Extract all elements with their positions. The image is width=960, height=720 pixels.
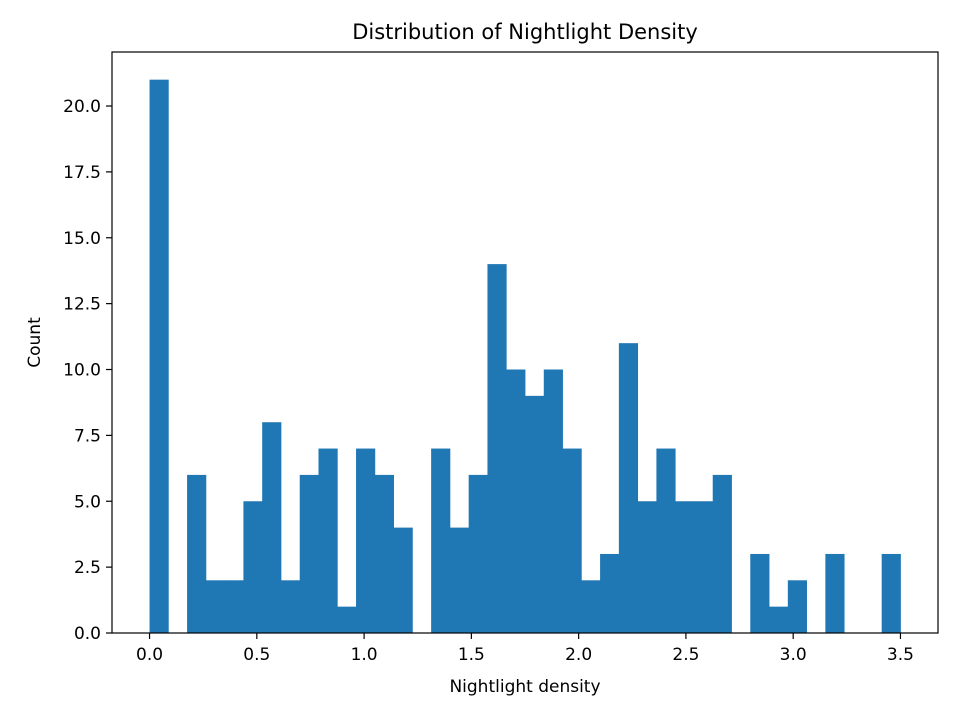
histogram-bar: [506, 369, 526, 633]
plot-frame: [111, 51, 939, 634]
histogram-bar: [750, 553, 770, 633]
histogram-bar: [618, 343, 639, 633]
x-tick-label: 2.5: [672, 645, 699, 665]
y-tick-label: 15.0: [63, 229, 101, 249]
histogram-bar: [374, 474, 394, 633]
x-tick-label: 1.0: [351, 645, 378, 665]
histogram-bar: [675, 501, 695, 633]
x-tick-label: 2.0: [565, 645, 592, 665]
x-tick-label: 0.0: [136, 645, 163, 665]
y-tick-label: 0.0: [74, 624, 101, 644]
histogram-bars: [149, 79, 901, 633]
histogram-bar: [468, 474, 488, 633]
y-tick-label: 2.5: [74, 558, 101, 578]
histogram-bar: [562, 448, 582, 633]
histogram-bar: [224, 580, 244, 633]
histogram-bar: [881, 553, 901, 633]
y-tick-label: 10.0: [63, 361, 101, 381]
y-axis-ticks: 0.0 2.5 5.0 7.5 10.0 12.5 15.0 17.5 20.0: [63, 97, 112, 644]
x-tick-label: 3.0: [780, 645, 807, 665]
histogram-bar: [262, 422, 282, 633]
y-tick-label: 12.5: [63, 295, 101, 315]
y-tick-label: 17.5: [63, 163, 101, 183]
histogram-bar: [637, 501, 657, 633]
histogram-bar: [205, 580, 226, 633]
x-tick-label: 0.5: [243, 645, 270, 665]
histogram-bar: [393, 527, 413, 633]
histogram-bar: [299, 474, 319, 633]
x-tick-label: 3.5: [887, 645, 914, 665]
histogram-bar: [187, 474, 207, 633]
y-tick-label: 20.0: [63, 97, 101, 117]
histogram-bar: [693, 501, 714, 633]
histogram-bar: [487, 264, 507, 633]
chart-title: Distribution of Nightlight Density: [352, 20, 698, 44]
histogram-bar: [600, 553, 620, 633]
histogram-bar: [656, 448, 676, 633]
histogram-bar: [543, 369, 563, 633]
histogram-bar: [581, 580, 601, 633]
x-axis-label: Nightlight density: [449, 677, 600, 697]
histogram-bar: [318, 448, 338, 633]
histogram-bar: [769, 606, 789, 633]
histogram-bar: [712, 474, 732, 633]
histogram-bar: [825, 553, 845, 633]
y-tick-label: 5.0: [74, 492, 101, 512]
histogram-bar: [337, 606, 357, 633]
histogram-bar: [149, 79, 169, 633]
histogram-bar: [431, 448, 451, 633]
x-tick-label: 1.5: [458, 645, 485, 665]
histogram-bar: [280, 580, 301, 633]
histogram-bar: [449, 527, 470, 633]
x-axis-ticks: 0.0 0.5 1.0 1.5 2.0 2.5 3.0 3.5: [136, 633, 914, 665]
histogram-bar: [356, 448, 376, 633]
histogram-bar: [243, 501, 263, 633]
y-axis-label: Count: [25, 317, 45, 368]
y-tick-label: 7.5: [74, 426, 101, 446]
histogram-bar: [525, 395, 545, 633]
histogram-bar: [787, 580, 807, 633]
